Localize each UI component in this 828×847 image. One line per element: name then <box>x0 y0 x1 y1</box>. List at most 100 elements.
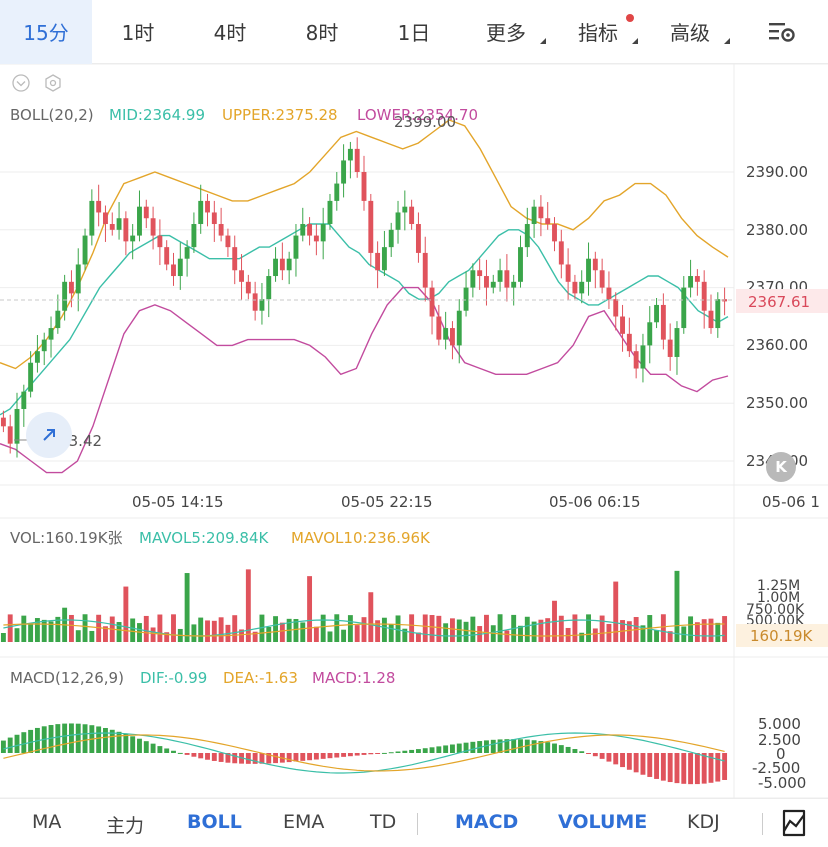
volume-bar <box>429 615 435 642</box>
tab-4h[interactable]: 4时 <box>184 0 276 64</box>
macd-bar <box>96 726 102 753</box>
k-button[interactable]: K <box>766 452 796 482</box>
chart-settings-button[interactable] <box>736 0 828 64</box>
macd-bar <box>232 753 238 764</box>
macd-bar <box>484 740 489 753</box>
indicator-tab-ma[interactable]: MA <box>32 811 62 833</box>
collapse-indicator-icon[interactable] <box>12 74 30 92</box>
indicator-tab-main[interactable]: 主力 <box>106 815 145 837</box>
macd-bar <box>171 750 176 753</box>
volume-bar <box>722 616 728 642</box>
volume-bar <box>694 622 700 642</box>
macd-bar <box>422 748 428 753</box>
macd-bar <box>198 753 204 759</box>
price-chart[interactable]: BOLL(20,2) MID:2364.99 UPPER:2375.28 LOW… <box>0 64 828 798</box>
vol-mavol5: MAVOL5:209.84K <box>139 529 269 547</box>
chart-settings-icon <box>769 23 795 42</box>
macd-tick: 2.500 <box>758 731 801 749</box>
candle-body <box>640 345 646 369</box>
volume-bar <box>164 632 170 642</box>
candle-body <box>388 229 394 248</box>
candle-body <box>511 281 517 288</box>
volume-bar <box>245 569 251 642</box>
volume-bar <box>463 621 469 642</box>
volume-bar <box>640 625 646 642</box>
volume-bar <box>7 614 13 642</box>
candle-body <box>347 148 353 161</box>
volume-bar <box>497 614 503 642</box>
boll-bands <box>0 119 729 474</box>
tab-15m[interactable]: 15分 <box>0 0 92 64</box>
indicator-tab-kdj[interactable]: KDJ <box>687 811 720 833</box>
candle-body <box>116 218 122 230</box>
candle-body <box>334 183 340 201</box>
macd-bar <box>313 753 319 760</box>
tab-more[interactable]: 更多 <box>460 0 552 64</box>
macd-bar <box>109 729 115 753</box>
dropdown-triangle-icon <box>540 37 546 44</box>
macd-bar <box>633 753 639 773</box>
macd-bar <box>715 753 721 782</box>
candle-body <box>313 235 319 242</box>
volume-bar <box>354 625 360 642</box>
macd-bar <box>347 753 353 757</box>
macd-bar <box>341 753 347 757</box>
candle-body <box>620 316 625 334</box>
candle-body <box>273 258 279 277</box>
candle-body <box>599 270 605 288</box>
drawing-tool-icon[interactable] <box>778 807 810 839</box>
tab-divider <box>762 813 763 835</box>
macd-bar <box>545 742 551 753</box>
macd-bar <box>572 748 578 753</box>
tab-advanced[interactable]: 高级 <box>644 0 736 64</box>
volume-bar <box>184 573 190 642</box>
macd-bar <box>558 745 564 753</box>
indicator-tab-bar: MA 主力 BOLL EMA TD MACD VOLUME KDJ <box>0 798 828 847</box>
macd-bar <box>395 751 401 753</box>
candle-body <box>456 310 462 346</box>
volume-bar <box>143 615 149 642</box>
tab-8h[interactable]: 8时 <box>276 0 368 64</box>
volume-bar <box>361 617 367 642</box>
candle-body <box>48 328 54 340</box>
candle-body <box>586 258 591 282</box>
candle-body <box>518 247 523 282</box>
macd-bar <box>157 746 163 753</box>
macd-bar <box>191 753 197 757</box>
macd-bar <box>368 753 374 755</box>
macd-bar <box>150 743 156 753</box>
volume-bar <box>239 629 244 642</box>
macd-bar <box>409 749 415 753</box>
candle-body <box>259 299 265 311</box>
macd-bar <box>252 753 258 764</box>
volume-bar <box>34 618 40 642</box>
candle-body <box>647 322 653 346</box>
macd-bar <box>293 753 299 762</box>
macd-bar <box>579 751 585 753</box>
candle-body <box>660 304 666 340</box>
tab-1d[interactable]: 1日 <box>368 0 460 64</box>
volume-bar <box>259 614 265 642</box>
candle-body <box>354 148 360 172</box>
indicator-tab-macd[interactable]: MACD <box>455 811 519 833</box>
chart-grid <box>0 64 828 798</box>
tab-indicators[interactable]: 指标 <box>552 0 644 64</box>
macd-bar <box>538 741 544 753</box>
expand-chart-button[interactable] <box>26 412 72 458</box>
volume-bar <box>123 586 129 642</box>
macd-bar <box>14 734 20 753</box>
notification-dot <box>626 13 634 22</box>
tab-1h[interactable]: 1时 <box>92 0 184 64</box>
indicator-tab-boll[interactable]: BOLL <box>187 811 242 833</box>
current-volume-box <box>736 624 828 647</box>
indicator-tab-ema[interactable]: EMA <box>283 811 325 833</box>
macd-bar <box>565 746 571 753</box>
candle-body <box>626 333 632 352</box>
indicator-tab-td[interactable]: TD <box>370 811 397 833</box>
volume-bar <box>456 619 462 642</box>
volume-bar <box>300 622 306 642</box>
indicator-settings-icon[interactable] <box>45 74 61 92</box>
indicator-tab-volume[interactable]: VOLUME <box>558 811 648 833</box>
candle-body <box>34 351 40 363</box>
tab-divider <box>417 813 418 835</box>
